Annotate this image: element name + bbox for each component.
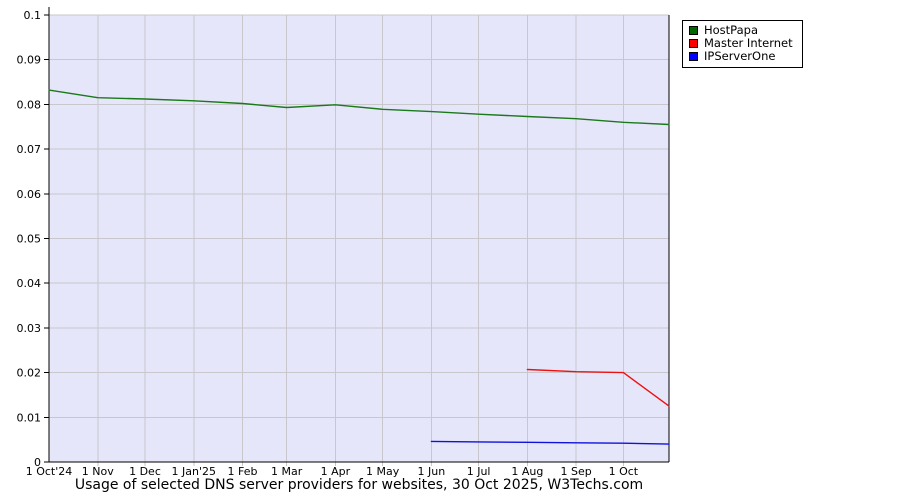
legend: HostPapa Master Internet IPServerOne (682, 20, 803, 68)
legend-label-master-internet: Master Internet (704, 36, 793, 50)
legend-label-hostpapa: HostPapa (704, 23, 758, 37)
y-tick-label: 0.02 (17, 367, 42, 380)
legend-item-ipserverone: IPServerOne (689, 50, 793, 63)
x-tick-label: 1 May (366, 465, 400, 478)
x-tick-label: 1 Oct'24 (26, 465, 73, 478)
legend-item-master-internet: Master Internet (689, 37, 793, 50)
x-tick-label: 1 Mar (271, 465, 303, 478)
x-tick-label: 1 Aug (511, 465, 543, 478)
x-tick-label: 1 Jun (418, 465, 446, 478)
y-tick-label: 0 (34, 456, 41, 469)
x-tick-label: 1 Jan'25 (172, 465, 216, 478)
y-tick-label: 0.08 (17, 98, 42, 111)
x-tick-label: 1 Nov (82, 465, 114, 478)
y-tick-label: 0.09 (17, 54, 42, 67)
chart-title: Usage of selected DNS server providers f… (74, 477, 644, 493)
legend-swatch-master-internet (689, 39, 698, 48)
x-tick-label: 1 Dec (129, 465, 161, 478)
x-tick-label: 1 Feb (228, 465, 258, 478)
y-tick-label: 0.1 (24, 9, 42, 22)
y-tick-label: 0.04 (17, 277, 42, 290)
x-tick-label: 1 Jul (467, 465, 491, 478)
legend-swatch-ipserverone (689, 52, 698, 61)
y-tick-label: 0.07 (17, 143, 42, 156)
series-line-master-internet (526, 368, 670, 407)
x-tick-label: 1 Sep (561, 465, 592, 478)
series-line-hostpapa (48, 89, 670, 126)
y-tick-label: 0.06 (17, 188, 42, 201)
x-tick-label: 1 Oct (609, 465, 639, 478)
x-tick-label: 1 Apr (321, 465, 351, 478)
legend-item-hostpapa: HostPapa (689, 24, 793, 37)
legend-label-ipserverone: IPServerOne (704, 49, 776, 63)
y-tick-label: 0.01 (17, 411, 42, 424)
y-tick-label: 0.05 (17, 233, 42, 246)
legend-swatch-hostpapa (689, 26, 698, 35)
y-tick-label: 0.03 (17, 322, 42, 335)
series-line-ipserverone (430, 440, 670, 445)
